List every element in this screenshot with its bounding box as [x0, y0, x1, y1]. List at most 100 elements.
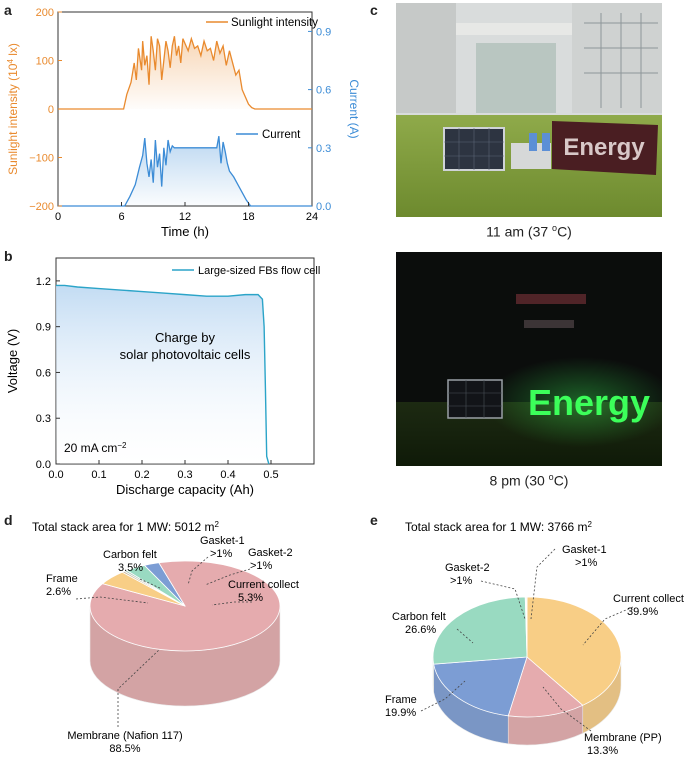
- x-axis-label: Time (h): [161, 224, 209, 239]
- leader-line: [204, 568, 251, 586]
- annotation-line-2: solar photovoltaic cells: [120, 347, 251, 362]
- y-tick-label: 1.2: [36, 276, 51, 288]
- y-tick-label: 0.3: [36, 413, 51, 425]
- night-caption-text: 8 pm (30: [489, 472, 549, 489]
- slice-label: Carbon felt: [392, 611, 446, 623]
- leader-line: [582, 606, 634, 646]
- pie-slice-carbon-felt: [432, 596, 528, 665]
- night-photo: Energy: [396, 252, 662, 466]
- slice-value: 3.5%: [118, 562, 143, 574]
- leader-line: [139, 578, 163, 590]
- leader-line: [211, 601, 252, 606]
- daytime-caption: 11 am (37 oC): [396, 223, 662, 240]
- current-area: [58, 136, 312, 206]
- x-axis-label: Discharge capacity (Ah): [116, 482, 254, 497]
- pie-title: Total stack area for 1 MW: 3766 m2: [405, 520, 593, 535]
- daytime-photo: Energy: [396, 3, 662, 217]
- slice-value: 39.9%: [627, 606, 658, 618]
- panel-letter-e: e: [370, 512, 378, 528]
- y-tick-label: 0.6: [36, 367, 51, 379]
- sunlight-line: [58, 36, 312, 110]
- night-led-sign-text: Energy: [528, 382, 650, 423]
- legend-label: Large-sized FBs flow cell: [198, 265, 320, 277]
- slice-value: 2.6%: [46, 586, 71, 598]
- x-tick-label: 18: [242, 211, 254, 223]
- voltage-area: [56, 285, 269, 464]
- slice-value: 19.9%: [385, 707, 416, 719]
- degree-mark-night: o: [548, 472, 554, 482]
- x-tick-label: 0.1: [91, 469, 106, 481]
- pie-slice-frame: [433, 656, 528, 717]
- y-tick-label: 0.9: [36, 322, 51, 334]
- night-caption: 8 pm (30 oC): [396, 472, 662, 489]
- daytime-caption-tail: C): [557, 223, 572, 240]
- panel-letter-b: b: [4, 248, 13, 264]
- voltage-line: [56, 284, 270, 465]
- night-caption-tail: C): [553, 472, 569, 489]
- slice-value: >1%: [250, 560, 273, 572]
- slice-value: 13.3%: [587, 745, 618, 757]
- current-line: [58, 136, 312, 207]
- x-tick-label: 6: [118, 211, 124, 223]
- y-right-tick-label: 0.0: [316, 201, 331, 213]
- right-building: [572, 3, 662, 113]
- slice-value: >1%: [210, 548, 233, 560]
- annotation-line-1: Charge by: [155, 330, 215, 345]
- y-axis-label: Voltage (V): [5, 329, 20, 393]
- y-right-tick-label: 0.3: [316, 143, 331, 155]
- slice-label: Current collect: [228, 579, 299, 591]
- pie-slice-membrane-nafion-117-: [89, 560, 281, 652]
- slice-label: Carbon felt: [103, 549, 157, 561]
- legend-sunlight-label: Sunlight intensity: [231, 17, 318, 29]
- y-left-axis-label: Sunlight intensity (104 lx): [6, 43, 21, 175]
- night-solar-panel: [447, 379, 503, 419]
- panel-letter-a: a: [4, 2, 12, 18]
- leader-line: [187, 556, 209, 586]
- pie-slice-current-collect: [526, 596, 622, 706]
- y-right-axis-label: Current (A): [347, 79, 360, 138]
- x-tick-label: 0.2: [134, 469, 149, 481]
- slice-label: Membrane (Nafion 117): [67, 730, 182, 742]
- y-left-tick-label: 100: [36, 56, 54, 68]
- pie-title: Total stack area for 1 MW: 5012 m2: [32, 520, 220, 535]
- pie-slice-membrane-pp-: [507, 656, 584, 718]
- leader-line: [480, 580, 526, 620]
- x-tick-label: 0.4: [220, 469, 235, 481]
- leader-line: [75, 596, 149, 604]
- leader-line: [420, 680, 466, 712]
- daytime-caption-text: 11 am (37: [486, 223, 553, 240]
- slice-label: Gasket-1: [200, 535, 245, 547]
- leader-line: [530, 548, 556, 620]
- slice-value: >1%: [450, 575, 473, 587]
- y-left-tick-label: −200: [29, 201, 54, 213]
- y-right-tick-label: 0.6: [316, 85, 331, 97]
- x-tick-label: 24: [306, 211, 318, 223]
- x-tick-label: 0.0: [48, 469, 63, 481]
- panel-letter-d: d: [4, 512, 13, 528]
- chart-d: Total stack area for 1 MW: 5012 m2 Membra…: [32, 520, 299, 756]
- panel-letter-c: c: [370, 2, 378, 18]
- y-tick-label: 0.0: [36, 459, 51, 471]
- x-tick-label: 12: [179, 211, 191, 223]
- slice-label: Frame: [385, 694, 417, 706]
- slice-value: >1%: [575, 557, 598, 569]
- night-scene: Energy: [396, 252, 662, 466]
- slice-label: Gasket-2: [248, 547, 293, 559]
- led-sign-text: Energy: [563, 134, 645, 161]
- leader-line: [456, 628, 474, 644]
- slice-label: Gasket-2: [445, 562, 490, 574]
- x-tick-label: 0.5: [263, 469, 278, 481]
- pie-slice-frame: [143, 562, 186, 607]
- daytime-scene: Energy: [396, 3, 662, 217]
- slice-label: Gasket-1: [562, 544, 607, 556]
- y-left-tick-label: 200: [36, 7, 54, 19]
- sunlight-area: [58, 36, 312, 109]
- x-tick-label: 0.3: [177, 469, 192, 481]
- x-tick-label: 0: [55, 211, 61, 223]
- chart-a: 0 6 12 18 24 200 100 0 −100 −200 0.9 0.6 0.3 0.0 Time …: [6, 7, 361, 239]
- led-sign: [552, 121, 658, 175]
- y-right-tick-label: 0.9: [316, 26, 331, 38]
- leader-line: [117, 648, 161, 727]
- chart-e: Total stack area for 1 MW: 3766 m2 Curren…: [385, 520, 684, 758]
- legend-current-label: Current: [262, 129, 301, 141]
